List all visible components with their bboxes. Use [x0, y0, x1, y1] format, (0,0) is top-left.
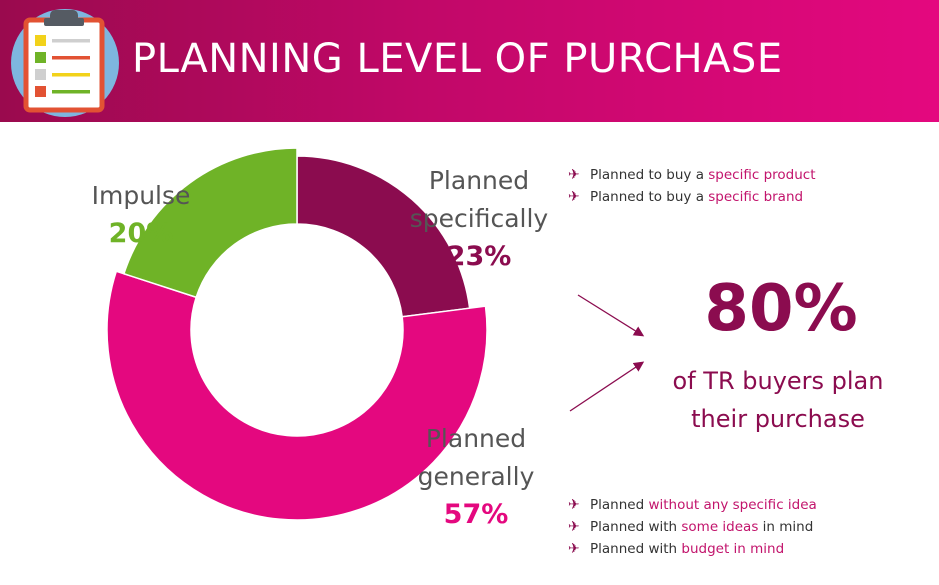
label-planned-specifically: Planned specifically 23% [408, 162, 550, 276]
label-planned-generally: Planned generally 57% [406, 420, 546, 534]
callout-arrows [569, 294, 645, 412]
airplane-icon: ✈ [568, 189, 580, 205]
page-title: PLANNING LEVEL OF PURCHASE [132, 36, 783, 82]
label-planned-generally-value: 57% [443, 499, 509, 530]
specific-plan-list: ✈ Planned to buy a specific product ✈ Plan… [568, 164, 816, 208]
list-item: ✈ Planned with some ideas in mind [568, 516, 817, 538]
airplane-icon: ✈ [568, 167, 580, 183]
label-planned-specifically-value: 23% [446, 241, 512, 272]
callout-caption-line1: of TR buyers plan [672, 367, 884, 395]
list-item: ✈ Planned with budget in mind [568, 538, 817, 560]
airplane-icon: ✈ [568, 519, 580, 535]
bullet-highlight: some ideas [681, 519, 759, 535]
callout-value: 80% [704, 272, 858, 346]
label-planned-specifically-line1: Planned [428, 166, 530, 195]
label-impulse-line1: Impulse [91, 181, 191, 210]
airplane-icon: ✈ [568, 541, 580, 557]
label-planned-specifically-line2: specifically [409, 204, 549, 233]
slice-planned-specifically [296, 155, 471, 318]
bullet-text: Planned to buy a [590, 167, 709, 183]
list-item: ✈ Planned to buy a specific product [568, 164, 816, 186]
bullet-text: Planned with [590, 519, 682, 535]
callout-caption: of TR buyers plan their purchase [660, 362, 896, 438]
slice-planned-generally [106, 270, 488, 521]
label-planned-generally-line1: Planned [425, 424, 527, 453]
title-banner: PLANNING LEVEL OF PURCHASE [0, 0, 939, 122]
bullet-text: Planned [590, 497, 649, 513]
slice-impulse [122, 147, 298, 299]
donut-chart [106, 147, 488, 521]
bullet-text: Planned to buy a [590, 189, 709, 205]
bullet-highlight: specific brand [708, 189, 804, 205]
callout-caption-line2: their purchase [691, 405, 865, 433]
label-impulse-value: 20% [108, 218, 174, 249]
airplane-icon: ✈ [568, 497, 580, 513]
general-plan-list: ✈ Planned without any specific idea ✈ Plan… [568, 494, 817, 560]
bullet-highlight: specific product [708, 167, 816, 183]
label-planned-generally-line2: generally [417, 462, 535, 491]
bullet-text-end: in mind [758, 519, 814, 535]
label-impulse: Impulse 20% [84, 177, 198, 253]
arrow-up [569, 361, 645, 412]
list-item: ✈ Planned to buy a specific brand [568, 186, 816, 208]
list-item: ✈ Planned without any specific idea [568, 494, 817, 516]
clipboard-checklist-icon [8, 6, 122, 124]
bullet-highlight: budget in mind [681, 541, 785, 557]
bullet-highlight: without any specific idea [648, 497, 817, 513]
bullet-text: Planned with [590, 541, 682, 557]
arrow-down [577, 294, 645, 337]
